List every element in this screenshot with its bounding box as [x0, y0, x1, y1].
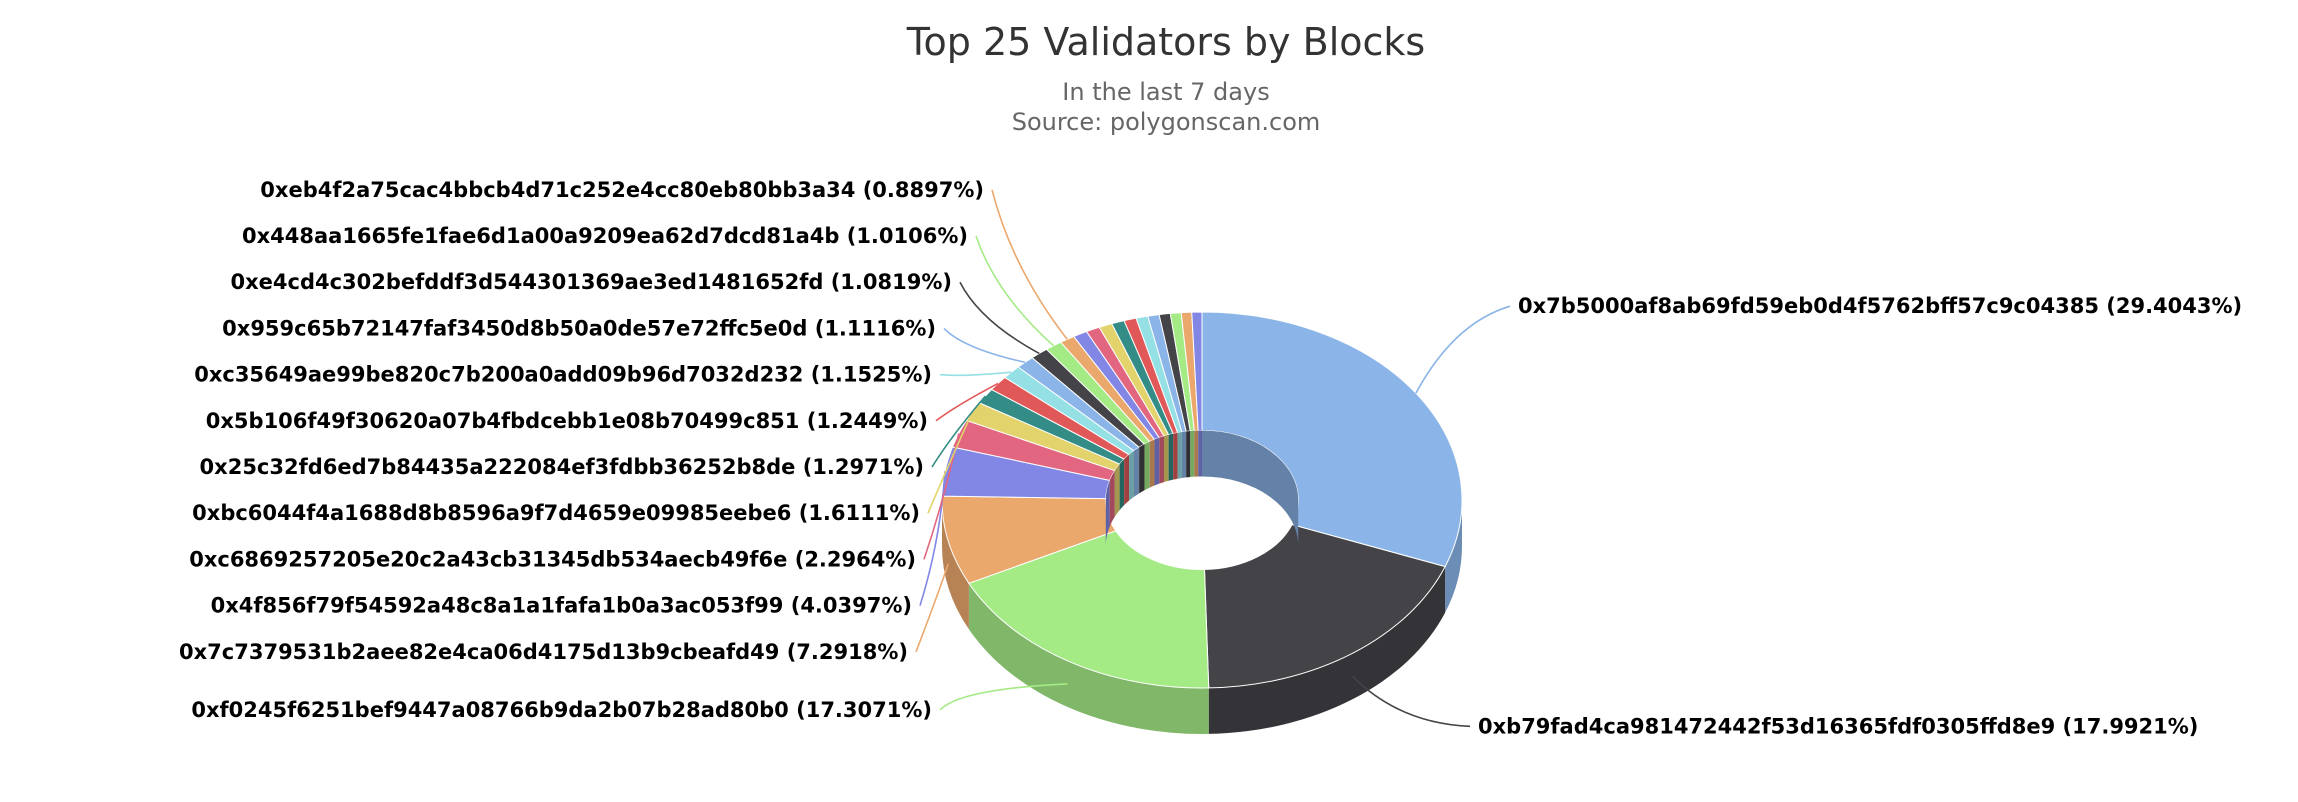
data-label-13: 0xeb4f2a75cac4bbcb4d71c252e4cc80eb80bb3a… — [260, 178, 984, 202]
data-label-9: 0xc35649ae99be820c7b200a0add09b96d7032d2… — [194, 363, 932, 387]
pie-inner-11 — [1139, 444, 1145, 494]
chart-source: Source: polygonscan.com — [1012, 108, 1321, 136]
label-connector-4 — [919, 471, 946, 606]
data-label-4: 0x4f856f79f54592a48c8a1a1fafa1b0a3ac053f… — [211, 594, 912, 618]
data-label-7: 0x25c32fd6ed7b84435a222084ef3fdbb36252b8… — [200, 455, 924, 479]
pie-inner-12 — [1144, 441, 1150, 491]
pie-slice-1[interactable] — [1203, 524, 1446, 689]
pie-inner-15 — [1159, 436, 1164, 484]
pie-side-0 — [1445, 500, 1462, 613]
label-connector-10 — [943, 327, 1026, 364]
data-label-3: 0x7c7379531b2aee82e4ca06d4175d13b9cbeafd… — [179, 640, 908, 664]
label-connector-9 — [939, 371, 1012, 377]
pie-inner-13 — [1149, 439, 1155, 488]
pie-inner-7 — [1119, 459, 1125, 511]
data-labels: 0x7b5000af8ab69fd59eb0d4f5762bff57c9c043… — [179, 178, 2242, 739]
label-connector-7 — [931, 395, 986, 468]
data-label-6: 0xbc6044f4a1688d8b8596a9f7d4659e09985eeb… — [192, 501, 920, 525]
pie-side-2 — [968, 583, 1209, 735]
pie-top-faces — [941, 311, 1463, 689]
label-connector-11 — [959, 281, 1040, 355]
chart-subtitle: In the last 7 days — [1062, 78, 1269, 106]
label-connector-6 — [927, 411, 974, 514]
pie-inner-8 — [1124, 454, 1130, 506]
label-connector-2 — [939, 683, 1068, 711]
pie-inner-19 — [1177, 431, 1182, 479]
chart-title: Top 25 Validators by Blocks — [906, 20, 1425, 64]
data-label-8: 0x5b106f49f30620a07b4fbdcebb1e08b70499c8… — [206, 409, 928, 433]
pie-inner-6 — [1114, 464, 1120, 517]
label-connector-13 — [991, 189, 1068, 340]
pie-slice-2[interactable] — [968, 530, 1210, 689]
data-label-0: 0x7b5000af8ab69fd59eb0d4f5762bff57c9c043… — [1518, 294, 2242, 318]
pie-inner-0 — [1202, 430, 1299, 546]
data-label-11: 0xe4cd4c302befddf3d544301369ae3ed1481652… — [231, 270, 953, 294]
label-connector-0 — [1415, 305, 1511, 394]
pie-inner-16 — [1163, 434, 1169, 483]
pie-inner-23 — [1194, 430, 1199, 477]
label-connector-3 — [915, 563, 949, 653]
pie-inner-24 — [1198, 430, 1202, 477]
label-connector-8 — [935, 382, 999, 422]
pie-side-3 — [942, 500, 969, 630]
pie-inner-22 — [1190, 430, 1195, 477]
pie-inner-10 — [1133, 447, 1140, 497]
pie-inner-20 — [1181, 431, 1187, 478]
label-connector-12 — [975, 235, 1055, 347]
pie-inner-21 — [1186, 430, 1191, 478]
pie-inner-4 — [1105, 480, 1110, 545]
pie-inner-14 — [1154, 437, 1160, 486]
pie-side-walls — [942, 500, 1462, 735]
pie-inner-18 — [1173, 432, 1178, 480]
pie-side-1 — [1208, 566, 1446, 734]
data-label-5: 0xc6869257205e20c2a43cb31345db534aecb49f… — [189, 547, 916, 571]
pie-plot-area — [941, 311, 1463, 735]
data-label-12: 0x448aa1665fe1fae6d1a00a9209ea62d7dcd81a… — [242, 224, 968, 248]
data-label-2: 0xf0245f6251bef9447a08766b9da2b07b28ad80… — [191, 698, 932, 722]
pie-inner-17 — [1168, 433, 1174, 481]
label-connector-1 — [1351, 675, 1471, 728]
pie-inner-walls — [1105, 430, 1299, 546]
data-label-1: 0xb79fad4ca981472442f53d16365fdf0305ffd8… — [1478, 714, 2198, 738]
data-label-10: 0x959c65b72147faf3450d8b50a0de57e72ffc5e… — [222, 316, 936, 340]
pie-inner-9 — [1129, 450, 1134, 501]
pie-inner-5 — [1109, 470, 1115, 527]
